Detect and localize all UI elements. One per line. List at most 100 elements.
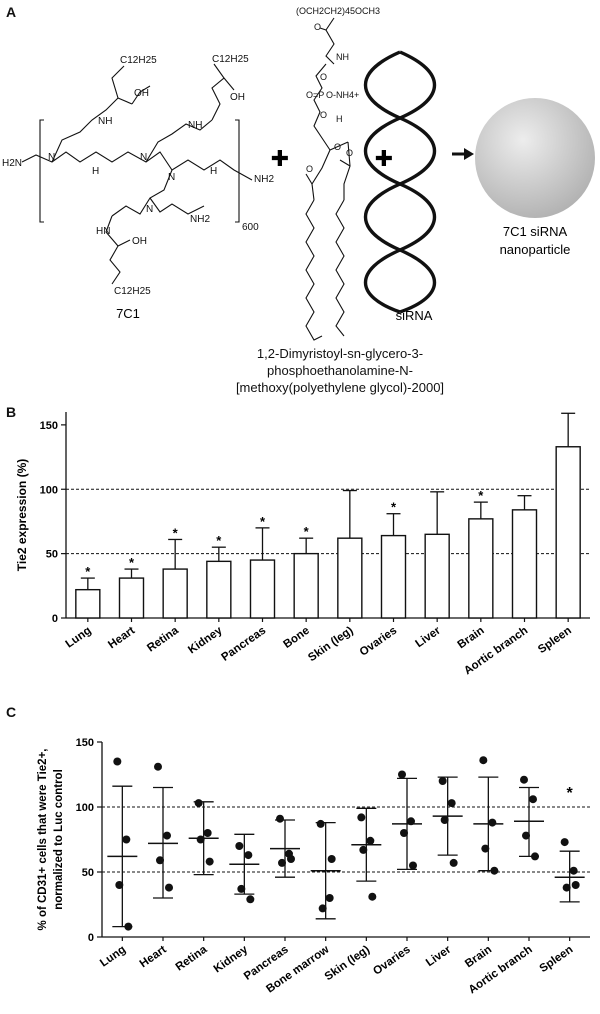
y-axis-title-line2: normalized to Luc control [53, 769, 65, 910]
data-point [235, 842, 244, 850]
x-tick-label: Retina [174, 943, 210, 973]
lipidoid-7c1-structure [21, 63, 253, 285]
panel-a-label: A [6, 4, 17, 20]
data-point [531, 852, 539, 861]
data-point [196, 835, 205, 844]
lipidoid-atom-labels: C12H25 OH NH C12H25 OH NH H2N N N H H N … [2, 54, 274, 297]
data-point [440, 816, 449, 824]
data-point [438, 777, 447, 785]
oh-label-3: OH [132, 236, 147, 247]
data-point [359, 845, 368, 854]
data-point [318, 904, 327, 913]
x-tick-label: Liver [413, 624, 443, 650]
data-point [165, 883, 173, 892]
h-label-1: H [92, 166, 99, 177]
data-point [398, 770, 406, 779]
data-point [481, 844, 490, 853]
peg-p-label: O=P [306, 90, 324, 100]
data-point [115, 881, 124, 889]
nanoparticle-sphere [475, 98, 595, 218]
y-axis-title-line1: % of CD31+ cells that were Tie2+, [37, 749, 49, 931]
significance-marker: * [173, 525, 179, 540]
oh-label-1: OH [134, 88, 149, 99]
h-label-2: H [210, 166, 217, 177]
lipidoid-name: 7C1 [116, 306, 140, 321]
nh-label-1: NH [98, 116, 112, 127]
data-point [237, 884, 246, 893]
data-point [327, 855, 336, 863]
data-point [154, 762, 162, 771]
nh2-lower-label: NH2 [190, 214, 210, 225]
y-tick-label: 100 [76, 802, 94, 814]
peg-lipid-structure [305, 17, 351, 341]
panel-c-label: C [6, 704, 17, 720]
peg-o6-label: O [346, 148, 353, 158]
data-point [203, 829, 212, 837]
arrow-right-icon [452, 148, 474, 160]
bar [162, 568, 188, 619]
nh-label-2: NH [188, 120, 202, 131]
data-point [449, 858, 458, 867]
x-tick-label: Lung [64, 625, 94, 651]
data-point [124, 922, 133, 931]
c12-label-1: C12H25 [120, 55, 157, 66]
panel-b-chart: 0 50 100 150 Tie2 expression (%) * Lung * Heart *… [15, 412, 590, 677]
y-tick-label: 100 [40, 484, 58, 496]
peg-caption-line-1: 1,2-Dimyristoyl-sn-glycero-3- [256, 346, 424, 361]
significance-marker: * [567, 785, 574, 802]
peg-o5-label: O [306, 164, 313, 174]
panel-c-chart: 0 50 100 150 % of CD31+ cells that were Tie2… [37, 737, 590, 996]
data-point [571, 881, 580, 889]
x-tick-label: Spleen [538, 944, 576, 975]
x-tick-label: Bone [281, 625, 311, 651]
data-point [357, 813, 366, 822]
data-point [278, 858, 286, 867]
data-point [488, 818, 497, 827]
significance-marker: * [129, 555, 135, 570]
significance-marker: * [260, 514, 266, 529]
peg-o2-label: O [320, 72, 327, 82]
bar [337, 537, 363, 619]
x-tick-label: Lung [98, 944, 128, 970]
data-point [276, 814, 284, 823]
bar [380, 534, 407, 619]
data-point [409, 861, 417, 870]
peg-chain-label: (OCH2CH2)45OCH3 [296, 6, 380, 16]
n-label-1: N [48, 152, 55, 163]
peg-caption-line-3: [methoxy(polyethylene glycol)-2000] [235, 380, 445, 395]
ammonium-label: O-NH4+ [326, 90, 359, 100]
peg-o-label: O [314, 22, 321, 32]
c12-label-2: C12H25 [212, 54, 249, 65]
n-label-2: N [140, 152, 147, 163]
data-point [520, 775, 528, 784]
panel-b-label: B [6, 404, 17, 420]
plus-icon-2: ✚ [375, 146, 393, 171]
bar [75, 588, 101, 619]
x-tick-label: Spleen [536, 625, 574, 656]
x-tick-label: Heart [138, 944, 169, 971]
c12-label-3: C12H25 [114, 286, 151, 297]
data-point [529, 795, 537, 804]
data-point [244, 851, 253, 860]
data-point [400, 829, 408, 837]
n-label-3: N [168, 172, 175, 183]
peg-h-label: H [336, 114, 343, 124]
sirna-label: siRNA [396, 308, 433, 323]
peg-o3-label: O [320, 110, 327, 120]
panel-a-scheme: C12H25 OH NH C12H25 OH NH H2N N N H H N … [2, 6, 595, 341]
x-tick-label: Retina [145, 624, 181, 654]
bar [249, 559, 276, 619]
y-tick-label: 0 [52, 613, 58, 625]
data-point [522, 831, 530, 840]
y-tick-label: 0 [88, 932, 94, 944]
data-point [447, 799, 456, 808]
bar [206, 560, 232, 619]
x-tick-label: Skin (leg) [306, 625, 355, 665]
data-point [569, 866, 578, 875]
data-point [194, 799, 203, 808]
bar [555, 446, 581, 619]
significance-marker: * [478, 488, 484, 503]
x-tick-label: Skin (leg) [323, 944, 372, 984]
data-point [113, 757, 122, 766]
y-tick-label: 50 [82, 867, 94, 879]
